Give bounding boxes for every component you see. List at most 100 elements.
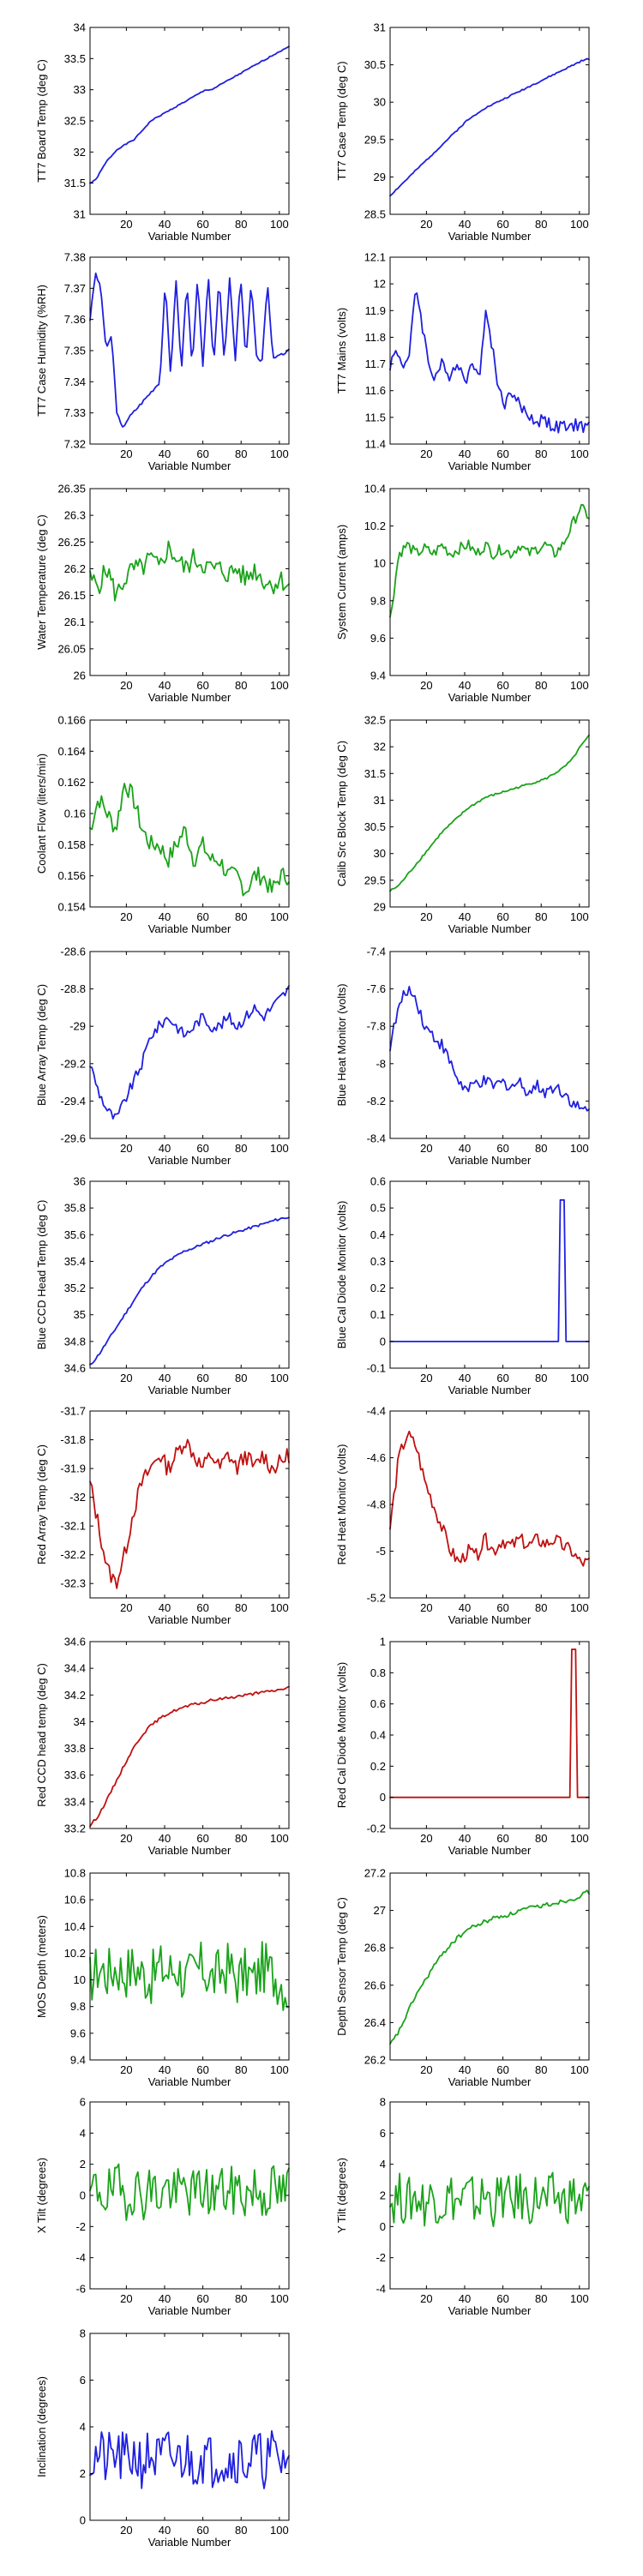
- y-tick-label: -29.2: [60, 1057, 86, 1070]
- y-tick-label: 33.2: [64, 1822, 86, 1835]
- series-line: [89, 1438, 290, 1589]
- plot-frame: [89, 1410, 290, 1599]
- y-tick-label: 7.32: [64, 438, 86, 451]
- y-tick-label: 10.2: [364, 519, 386, 532]
- y-tick-label: 10.2: [64, 1947, 86, 1960]
- chart-panel-16: -0.2 0 0.2 0.4 0.6 0.8 1 20 40 60 80 100 Variable Nu…: [335, 1636, 590, 1857]
- x-tick-label: 60: [196, 2524, 208, 2537]
- y-tick-label: 7.38: [64, 251, 86, 264]
- y-tick-label: 12: [374, 278, 386, 291]
- y-tick-label: 35.8: [64, 1202, 86, 1215]
- plot-frame: [389, 1641, 590, 1829]
- y-tick-label: 29.5: [364, 874, 386, 886]
- x-tick-label: 80: [535, 447, 547, 460]
- plot-frame: [89, 951, 290, 1139]
- x-tick-label: 100: [570, 910, 589, 923]
- plot-frame: [389, 951, 590, 1139]
- y-tick-label: 0: [80, 2189, 86, 2202]
- y-tick-label: 34.8: [64, 1335, 86, 1348]
- x-axis-label: Variable Number: [448, 1154, 532, 1167]
- x-axis-label: Variable Number: [148, 230, 231, 243]
- x-tick-label: 60: [196, 679, 208, 692]
- y-tick-label: 11.6: [365, 384, 386, 397]
- y-tick-label: 27: [374, 1904, 386, 1917]
- x-tick-label: 100: [270, 2292, 289, 2305]
- chart-panel-4: 11.4 11.5 11.6 11.7 11.8 11.9 12 12.1 20 40 60 80 10…: [335, 251, 590, 472]
- y-tick-label: 11.8: [365, 331, 386, 344]
- chart-panel-19: -6 -4 -2 0 2 4 6 20 40 60 80 100 Variable Number X Ti…: [35, 2096, 290, 2317]
- series-line: [389, 1198, 590, 1342]
- y-tick-label: 34.6: [64, 1636, 86, 1648]
- x-tick-label: 40: [159, 1832, 171, 1845]
- plot-frame: [89, 256, 290, 445]
- y-tick-label: 33.8: [64, 1742, 86, 1755]
- y-tick-label: 33.6: [64, 1768, 86, 1781]
- x-tick-label: 40: [159, 2292, 171, 2305]
- x-tick-label: 20: [420, 1601, 432, 1614]
- chart-panel-3: 7.32 7.33 7.34 7.35 7.36 7.37 7.38 20 40 60 80 100 V…: [35, 251, 290, 472]
- x-tick-label: 100: [270, 679, 289, 692]
- y-axis-label: TT7 Case Temp (deg C): [335, 61, 348, 180]
- series-line: [89, 2163, 290, 2221]
- x-tick-label: 80: [235, 679, 247, 692]
- x-tick-label: 60: [496, 2063, 508, 2076]
- x-tick-label: 60: [196, 218, 208, 231]
- y-tick-label: -31.9: [60, 1462, 86, 1475]
- series-line: [89, 783, 290, 897]
- y-tick-label: 26.2: [364, 2054, 386, 2067]
- x-tick-label: 40: [459, 679, 471, 692]
- chart-panel-9: -29.6 -29.4 -29.2 -29 -28.8 -28.6 20 40 60 80 100 V…: [35, 946, 290, 1167]
- plot-frame: [89, 1872, 290, 2061]
- y-tick-label: 7.36: [64, 313, 86, 326]
- y-tick-label: -6: [75, 2283, 86, 2296]
- y-tick-label: 26.05: [57, 642, 86, 655]
- y-tick-label: -28.6: [60, 946, 86, 958]
- x-tick-label: 20: [120, 218, 132, 231]
- y-tick-label: 34.2: [64, 1689, 86, 1702]
- x-tick-label: 60: [496, 218, 508, 231]
- y-tick-label: -31.8: [60, 1433, 86, 1446]
- x-tick-label: 20: [420, 1142, 432, 1155]
- x-axis-label: Variable Number: [148, 459, 231, 472]
- chart-panel-11: 34.6 34.8 35 35.2 35.4 35.6 35.8 36 20 40 60 80 100 V…: [35, 1175, 290, 1396]
- x-tick-label: 60: [196, 447, 208, 460]
- y-tick-label: 1: [380, 1636, 386, 1648]
- y-tick-label: 0.158: [57, 838, 86, 851]
- y-tick-label: 6: [380, 2127, 386, 2140]
- x-tick-label: 20: [420, 910, 432, 923]
- y-tick-label: 31.5: [364, 767, 386, 780]
- y-tick-label: 2: [380, 2189, 386, 2202]
- y-tick-label: 35.6: [64, 1228, 86, 1241]
- series-line: [389, 292, 590, 434]
- y-tick-label: 32: [374, 741, 386, 754]
- x-axis-label: Variable Number: [448, 230, 532, 243]
- y-tick-label: 10.6: [64, 1894, 86, 1906]
- y-tick-label: 30.5: [364, 58, 386, 71]
- y-tick-label: -4.8: [367, 1498, 386, 1511]
- chart-panel-8: 29 29.5 30 30.5 31 31.5 32 32.5 20 40 60 80 100 Varia…: [335, 714, 590, 935]
- y-tick-label: 11.9: [365, 304, 386, 317]
- x-tick-label: 40: [159, 1372, 171, 1384]
- x-tick-label: 40: [459, 2063, 471, 2076]
- y-tick-label: 0.4: [370, 1729, 386, 1742]
- y-tick-label: 10.4: [64, 1920, 86, 1933]
- y-tick-label: 31.5: [64, 177, 86, 189]
- x-axis-label: Variable Number: [448, 1613, 532, 1626]
- plot-frame: [89, 27, 290, 215]
- x-tick-label: 40: [459, 1601, 471, 1614]
- y-tick-label: 2: [80, 2158, 86, 2171]
- y-axis-label: Blue Heat Monitor (volts): [335, 983, 348, 1106]
- y-tick-label: 4: [80, 2127, 86, 2140]
- x-tick-label: 40: [159, 2063, 171, 2076]
- x-tick-label: 20: [120, 1832, 132, 1845]
- y-tick-label: 8: [80, 2327, 86, 2340]
- x-tick-label: 20: [120, 2292, 132, 2305]
- x-tick-label: 40: [459, 1372, 471, 1384]
- y-tick-label: -7.4: [367, 946, 386, 958]
- x-tick-label: 100: [570, 218, 589, 231]
- x-axis-label: Variable Number: [448, 922, 532, 935]
- x-tick-label: 100: [270, 910, 289, 923]
- y-tick-label: -32: [69, 1491, 86, 1504]
- chart-panel-17: 9.4 9.6 9.8 10 10.2 10.4 10.6 10.8 20 40 60 80 100 Va…: [35, 1867, 290, 2088]
- x-axis-label: Variable Number: [448, 2075, 532, 2088]
